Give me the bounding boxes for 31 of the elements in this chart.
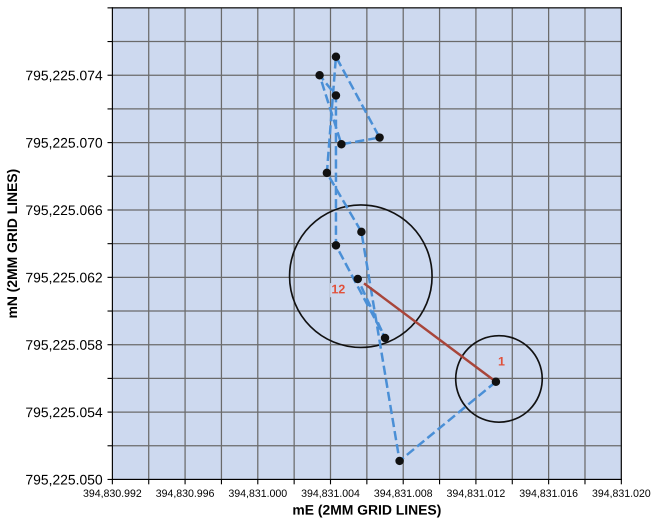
point	[315, 70, 324, 80]
point	[337, 140, 346, 149]
x-tick-label: 394,831.008	[374, 489, 432, 498]
y-tick-label: 795,225.050	[26, 474, 102, 486]
x-tick-label: 394,830.992	[83, 489, 142, 498]
point	[357, 228, 366, 236]
y-tick-label: 795,225.066	[26, 205, 102, 217]
point	[380, 334, 390, 342]
point	[492, 378, 500, 386]
annotation: 12	[332, 284, 345, 294]
y-tick-label: 795,225.054	[26, 407, 102, 419]
x-axis-title: mE (2MM GRID LINES)	[293, 504, 441, 518]
x-tick-label: 394,831.012	[446, 489, 505, 498]
x-tick-label: 394,830.996	[156, 489, 214, 498]
y-axis-title: mN (2MM GRID LINES)	[6, 170, 20, 318]
point	[332, 241, 340, 250]
point	[332, 52, 340, 61]
y-tick-label: 795,225.062	[26, 272, 102, 284]
x-tick-label: 394,831.004	[302, 489, 360, 498]
x-tick-label: 394,831.020	[592, 489, 650, 498]
point	[322, 168, 332, 178]
point	[354, 274, 362, 284]
y-tick-label: 795,225.058	[26, 340, 102, 352]
point	[395, 456, 404, 466]
y-tick-label: 795,225.070	[26, 138, 102, 150]
annotation: 1	[498, 356, 505, 366]
point	[375, 133, 384, 142]
y-tick-label: 795,225.074	[26, 70, 102, 82]
x-tick-label: 394,831.000	[228, 489, 287, 498]
point	[332, 91, 340, 100]
x-tick-label: 394,831.016	[520, 489, 578, 498]
